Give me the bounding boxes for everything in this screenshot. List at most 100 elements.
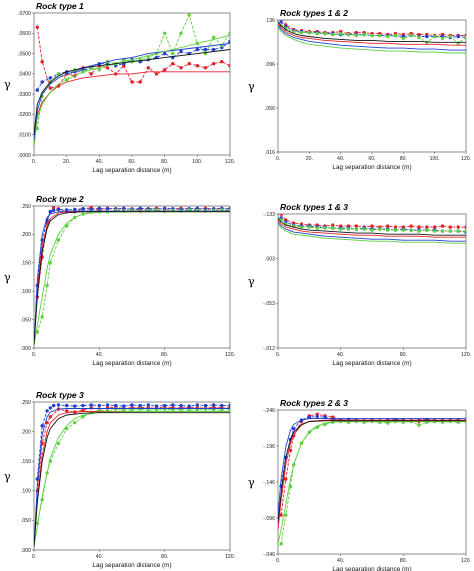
y-tick-label: -.146 xyxy=(263,480,275,486)
data-point xyxy=(212,62,216,66)
x-tick-label: 60. xyxy=(128,159,135,165)
chart-panel-6: Rock types 2 & 3 -.046 -.096 -.146 -.196 -.24… xyxy=(248,398,471,571)
data-point xyxy=(279,513,283,517)
model-curve xyxy=(34,412,230,548)
data-point xyxy=(393,33,398,38)
data-point xyxy=(97,206,102,210)
data-point xyxy=(122,404,126,408)
data-point xyxy=(48,86,52,90)
data-point xyxy=(315,414,319,419)
series-group xyxy=(34,206,230,346)
model-curve xyxy=(278,418,466,516)
x-tick-label: 20. xyxy=(306,156,313,162)
data-point xyxy=(105,403,110,407)
data-point xyxy=(35,88,39,92)
data-point xyxy=(440,224,445,228)
data-point xyxy=(51,206,56,210)
data-point xyxy=(331,223,335,227)
data-point xyxy=(81,207,85,211)
plot-frame xyxy=(277,19,467,153)
experimental-line xyxy=(36,207,230,297)
data-point xyxy=(386,224,390,228)
data-point xyxy=(425,228,429,232)
chart-title: Rock type 1 xyxy=(36,1,84,11)
data-point xyxy=(456,225,460,229)
y-tick-label: .056 xyxy=(265,106,275,112)
x-tick-label: 0. xyxy=(32,159,36,165)
data-point xyxy=(179,49,183,54)
data-point xyxy=(56,72,61,76)
y-tick-label: -.246 xyxy=(263,408,275,414)
model-curve xyxy=(278,27,466,54)
model-curve xyxy=(34,42,230,141)
data-point xyxy=(220,60,224,64)
experimental-line xyxy=(280,421,466,544)
data-point xyxy=(73,207,77,212)
y-tick-label: .016 xyxy=(265,150,275,156)
model-curve xyxy=(278,421,466,544)
data-point xyxy=(40,315,44,319)
data-point xyxy=(433,34,437,39)
data-point xyxy=(130,403,134,407)
model-curve xyxy=(278,21,466,43)
experimental-line xyxy=(36,404,230,480)
y-tick-label: .150 xyxy=(21,459,31,465)
data-point xyxy=(307,30,311,35)
data-point xyxy=(179,31,183,35)
x-tick-label: 0. xyxy=(276,352,280,358)
data-point xyxy=(163,403,167,408)
data-point xyxy=(138,407,142,411)
y-tick-label: .000 xyxy=(21,548,31,554)
x-axis-label: Lag separation distance (m) xyxy=(332,164,411,171)
data-point xyxy=(362,227,366,231)
data-point xyxy=(339,227,343,231)
data-point xyxy=(138,403,142,408)
data-point xyxy=(464,35,466,40)
data-point xyxy=(51,208,56,213)
data-point xyxy=(56,207,61,212)
data-point xyxy=(138,206,142,210)
data-point xyxy=(292,427,296,431)
data-point xyxy=(370,224,374,228)
experimental-line xyxy=(280,413,466,516)
y-tick-label: .0200 xyxy=(18,112,31,118)
data-point xyxy=(105,207,110,211)
data-point xyxy=(464,229,466,233)
data-point xyxy=(417,35,421,40)
data-point xyxy=(323,31,327,36)
data-point xyxy=(425,225,429,229)
data-point xyxy=(299,30,304,35)
y-tick-label: -.096 xyxy=(263,516,275,522)
data-point xyxy=(35,477,39,481)
x-tick-label: 120. xyxy=(461,558,471,564)
x-tick-label: 80. xyxy=(161,159,168,165)
y-tick-label: .200 xyxy=(21,232,31,238)
x-tick-label: 80. xyxy=(400,558,407,564)
data-point xyxy=(187,404,191,408)
plot-frame xyxy=(33,205,231,349)
chart-title: Rock types 2 & 3 xyxy=(280,398,348,408)
model-curve xyxy=(278,219,466,238)
data-point xyxy=(331,226,335,230)
data-point xyxy=(48,406,52,410)
data-point xyxy=(440,36,445,41)
data-point xyxy=(179,66,183,70)
x-tick-label: 120. xyxy=(461,352,471,358)
data-point xyxy=(323,415,327,419)
data-point xyxy=(154,404,159,408)
data-point xyxy=(163,407,167,411)
data-point xyxy=(56,238,61,242)
data-point xyxy=(114,403,118,408)
data-point xyxy=(45,409,49,413)
data-point xyxy=(378,227,382,231)
model-curve xyxy=(278,223,466,244)
y-axis-label: γ xyxy=(4,470,11,483)
data-point xyxy=(386,34,390,39)
data-point xyxy=(448,225,452,229)
data-point xyxy=(56,441,61,446)
data-point xyxy=(48,415,52,419)
x-tick-label: 120. xyxy=(225,554,235,560)
y-tick-label: .250 xyxy=(21,400,31,406)
data-point xyxy=(279,214,283,216)
chart-title: Rock type 2 xyxy=(36,194,84,204)
